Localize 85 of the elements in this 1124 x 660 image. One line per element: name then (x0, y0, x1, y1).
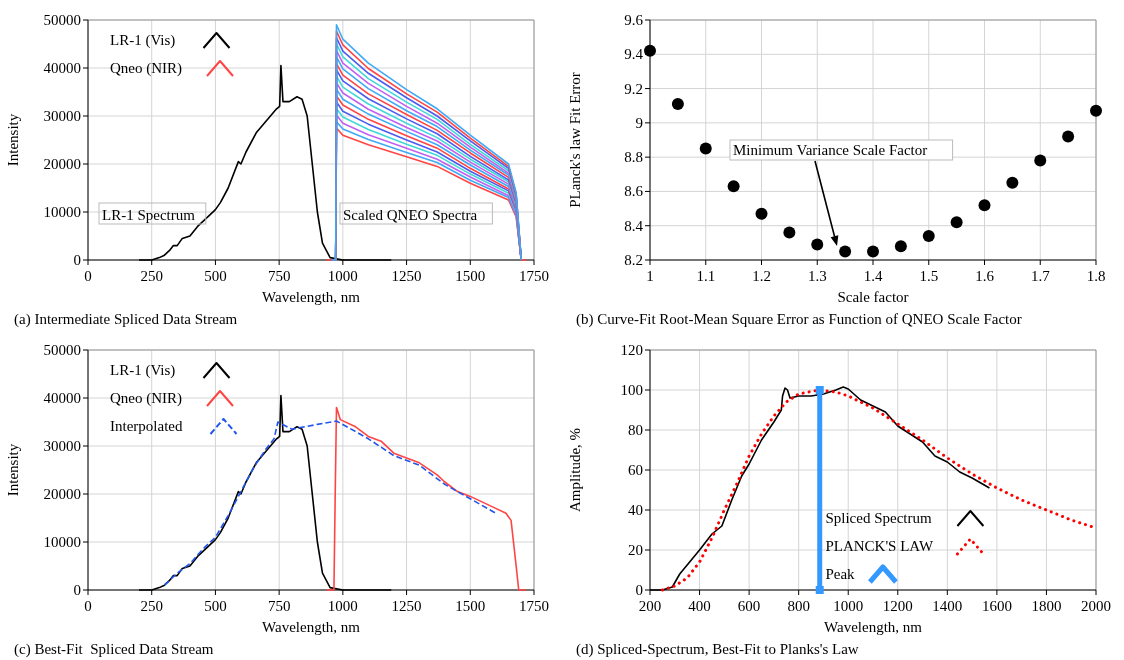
x-tick-label: 1.7 (1030, 268, 1051, 284)
x-tick-label: 2000 (1081, 598, 1111, 614)
y-tick-label: 30000 (43, 438, 81, 454)
x-tick-label: 600 (737, 598, 761, 614)
x-tick-label: 1600 (981, 598, 1012, 614)
y-tick-label: 8.8 (624, 149, 643, 166)
y-tick-label: 20000 (43, 486, 81, 502)
x-axis-title: Wavelength, nm (824, 619, 923, 635)
y-axis-title: Intensity (5, 113, 21, 167)
y-axis-title: Intensity (5, 443, 21, 497)
y-tick-label: 40000 (43, 60, 81, 76)
x-tick-label: 750 (267, 598, 291, 614)
y-tick-label: 0 (73, 252, 81, 268)
y-tick-label: 0 (73, 582, 81, 598)
x-tick-label: 200 (638, 598, 662, 614)
x-tick-label: 250 (140, 268, 163, 284)
annotation: LR-1 Spectrum (102, 207, 196, 223)
x-tick-label: 1750 (519, 268, 549, 284)
x-tick-label: 800 (787, 598, 810, 614)
legend-label: Qneo (NIR) (110, 390, 183, 407)
x-tick-label: 1250 (391, 598, 422, 614)
y-tick-label: 9.2 (624, 80, 643, 97)
y-tick-label: 20000 (43, 156, 81, 172)
y-tick-label: 40000 (43, 390, 81, 406)
y-axis-title: Amplitude, % (567, 427, 583, 513)
x-tick-label: 400 (688, 598, 711, 614)
x-tick-label: 1000 (833, 598, 864, 614)
x-tick-label: 0 (84, 268, 92, 284)
y-tick-label: 50000 (43, 342, 81, 358)
text: (b) Curve-Fit Root-Mean Square Error as Function of QNEO Scale Factor (576, 311, 1022, 328)
x-tick-label: 0 (84, 598, 92, 614)
y-tick-label: 0 (635, 582, 643, 598)
y-tick-label: 9.4 (624, 46, 644, 63)
annotation: Scaled QNEO Spectra (343, 207, 478, 223)
legend-label: Qneo (NIR) (110, 60, 183, 77)
x-tick-label: 500 (204, 598, 227, 614)
x-tick-label: 1.6 (975, 268, 995, 284)
x-tick-label: 1.4 (863, 268, 883, 284)
x-tick-label: 1500 (455, 268, 486, 284)
x-tick-label: 1000 (327, 598, 358, 614)
y-tick-label: 50000 (43, 12, 81, 28)
legend-label: LR-1 (Vis) (110, 32, 176, 49)
text: (c) Best-Fit Spliced Data Stream (14, 641, 214, 658)
y-tick-label: 120 (620, 342, 643, 358)
x-axis-title: Wavelength, nm (262, 289, 361, 305)
legend-label: Interpolated (110, 418, 183, 434)
x-tick-label: 1750 (519, 598, 549, 614)
y-tick-label: 8.6 (624, 183, 644, 200)
y-tick-label: 80 (628, 422, 643, 438)
x-tick-label: 1.1 (696, 268, 716, 284)
x-tick-label: 1200 (882, 598, 913, 614)
y-tick-label: 8.4 (624, 217, 644, 234)
y-tick-label: 20 (628, 542, 643, 558)
x-tick-label: 1500 (455, 598, 486, 614)
legend-label: LR-1 (Vis) (110, 362, 176, 379)
legend-label: Spliced Spectrum (825, 510, 932, 526)
x-tick-label: 1250 (391, 268, 422, 284)
legend-label: PLANCK'S LAW (825, 538, 934, 554)
y-tick-label: 9.6 (624, 12, 644, 28)
x-tick-label: 1000 (327, 268, 358, 284)
y-tick-label: 60 (628, 462, 643, 478)
y-tick-label: 30000 (43, 108, 81, 124)
x-tick-label: 1.2 (752, 268, 771, 284)
y-tick-label: 40 (628, 502, 643, 518)
legend-label: Peak (825, 566, 856, 582)
text: (a) Intermediate Spliced Data Stream (14, 311, 238, 328)
x-tick-label: 250 (140, 598, 163, 614)
x-axis-title: Scale factor (837, 289, 909, 305)
y-tick-label: 9 (635, 114, 643, 131)
y-tick-label: 8.2 (624, 252, 643, 268)
x-tick-label: 500 (204, 268, 227, 284)
x-axis-title: Wavelength, nm (262, 619, 361, 635)
text: (d) Spliced-Spectrum, Best-Fit to Planks's Law (576, 641, 859, 658)
x-tick-label: 1800 (1031, 598, 1062, 614)
y-axis-title: PLanck's law Fit Error (567, 72, 583, 208)
y-tick-label: 10000 (43, 534, 81, 550)
y-tick-label: 10000 (43, 204, 81, 220)
annotation: Minimum Variance Scale Factor (733, 142, 928, 158)
x-tick-label: 1.5 (919, 268, 939, 284)
x-tick-label: 750 (267, 268, 291, 284)
x-tick-label: 1400 (932, 598, 963, 614)
x-tick-label: 1 (646, 268, 654, 284)
y-tick-label: 100 (620, 382, 643, 398)
x-tick-label: 1.8 (1086, 268, 1106, 284)
x-tick-label: 1.3 (807, 268, 827, 284)
